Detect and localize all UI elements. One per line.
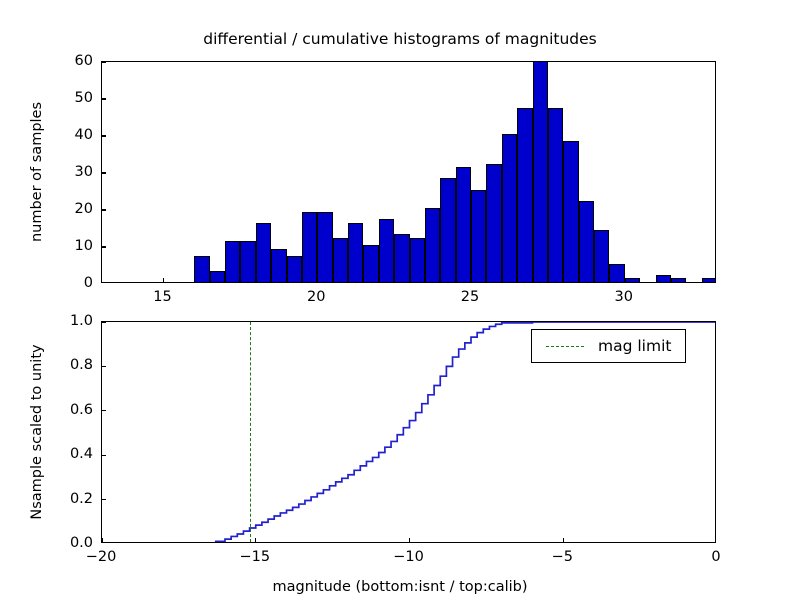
histogram-bar[interactable]: [655, 274, 671, 282]
legend-label-mag-limit: mag limit: [598, 337, 672, 355]
y-tick[interactable]: [102, 172, 106, 174]
histogram-bar[interactable]: [332, 237, 348, 282]
y-tick[interactable]: [102, 499, 106, 501]
y-tick-label[interactable]: 0.8: [69, 357, 93, 374]
y-tick[interactable]: [102, 322, 106, 323]
y-tick-label[interactable]: 1.0: [69, 313, 93, 329]
histogram-bar[interactable]: [609, 263, 625, 282]
legend: mag limit: [531, 329, 687, 363]
histogram-bar[interactable]: [471, 189, 487, 282]
x-tick[interactable]: [408, 538, 411, 542]
y-tick[interactable]: [102, 135, 106, 137]
mag-limit-line[interactable]: [249, 322, 251, 542]
y-tick-label[interactable]: 30: [74, 164, 93, 180]
histogram-bar[interactable]: [440, 178, 456, 282]
histogram-bar[interactable]: [240, 241, 256, 282]
histogram-bar[interactable]: [301, 211, 318, 282]
bottom-plot-area: [102, 322, 715, 542]
histogram-bar[interactable]: [394, 233, 410, 282]
y-axis-label[interactable]: number of samples: [29, 101, 45, 243]
y-tick-label[interactable]: 40: [74, 127, 93, 143]
y-tick[interactable]: [102, 454, 106, 456]
histogram-bar[interactable]: [424, 208, 441, 282]
x-tick-label[interactable]: −5: [551, 549, 573, 565]
x-tick-label[interactable]: −15: [239, 549, 271, 565]
y-tick-label[interactable]: 10: [74, 238, 93, 254]
histogram-bar[interactable]: [409, 237, 425, 282]
x-tick-label[interactable]: −10: [393, 549, 424, 565]
histogram-bar[interactable]: [255, 222, 272, 282]
histogram-bar[interactable]: [271, 248, 287, 282]
y-tick[interactable]: [102, 62, 106, 63]
y-tick-label[interactable]: 0: [83, 275, 93, 291]
y-tick[interactable]: [102, 246, 106, 248]
y-tick-label[interactable]: 20: [74, 201, 93, 217]
figure-title: differential / cumulative histograms of …: [203, 30, 597, 48]
x-tick[interactable]: [102, 538, 103, 542]
x-tick[interactable]: [162, 278, 165, 282]
y-tick[interactable]: [102, 410, 106, 412]
histogram-bar[interactable]: [225, 241, 241, 282]
histogram-bar[interactable]: [209, 270, 225, 282]
y-tick-label[interactable]: 0.0: [69, 535, 93, 551]
y-tick-label[interactable]: 0.4: [69, 446, 93, 463]
histogram-bar[interactable]: [670, 278, 687, 282]
histogram-bar[interactable]: [532, 62, 548, 282]
mag-limit-dash-icon: [546, 345, 584, 347]
histogram-bar[interactable]: [624, 278, 641, 282]
x-tick-label[interactable]: 30: [614, 289, 633, 305]
histogram-bar[interactable]: [363, 245, 379, 282]
histogram-bar[interactable]: [594, 230, 610, 282]
y-tick[interactable]: [102, 365, 106, 367]
x-axis-label[interactable]: magnitude (bottom:isnt / top:calib): [272, 579, 528, 595]
top-axes-differential-histogram: [101, 61, 716, 283]
histogram-bar[interactable]: [501, 134, 518, 282]
top-plot-area: [102, 62, 715, 282]
histogram-bar[interactable]: [701, 278, 715, 282]
histogram-bar[interactable]: [517, 108, 533, 282]
histogram-bar[interactable]: [455, 167, 471, 282]
x-tick-label[interactable]: −20: [85, 549, 117, 565]
histogram-bar[interactable]: [578, 200, 594, 282]
histogram-bar[interactable]: [486, 163, 502, 282]
histogram-bar[interactable]: [317, 211, 333, 282]
y-tick-label[interactable]: 50: [74, 90, 93, 106]
y-tick-label[interactable]: 0.2: [69, 490, 93, 507]
histogram-bar[interactable]: [194, 256, 210, 282]
y-axis-label[interactable]: Nsample scaled to unity: [29, 344, 45, 520]
histogram-bar[interactable]: [286, 256, 302, 282]
x-tick-label[interactable]: 0: [711, 549, 721, 565]
histogram-bar[interactable]: [547, 108, 564, 282]
x-tick-label[interactable]: 15: [153, 289, 172, 305]
y-tick-label[interactable]: 60: [74, 53, 93, 69]
histogram-bar[interactable]: [378, 219, 395, 282]
cumulative-step-curve: [214, 322, 715, 542]
x-tick-label[interactable]: 25: [460, 289, 480, 305]
x-tick[interactable]: [562, 538, 564, 542]
x-tick[interactable]: [255, 538, 257, 542]
x-tick-label[interactable]: 20: [307, 289, 326, 305]
y-tick-label[interactable]: 0.6: [69, 401, 93, 418]
histogram-bar[interactable]: [348, 222, 364, 282]
y-tick[interactable]: [102, 209, 106, 211]
y-tick[interactable]: [102, 98, 106, 100]
histogram-bar[interactable]: [563, 141, 579, 282]
